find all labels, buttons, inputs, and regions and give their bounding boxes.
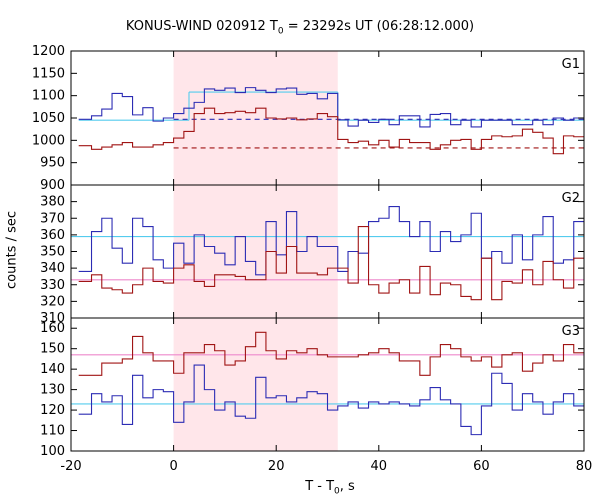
g3-series-blue — [78, 364, 584, 436]
title-suffix: = 23292s UT (06:28:12.000) — [283, 19, 475, 34]
g2-y-tick-label: 330 — [40, 278, 65, 293]
g2-y-tick-label: 320 — [40, 294, 65, 309]
g3-y-tick-label: 120 — [40, 403, 65, 418]
x-axis-label: T - T0, s — [0, 479, 600, 497]
g3-y-tick-label: 110 — [40, 424, 65, 439]
g1-y-tick-label: 1100 — [32, 89, 65, 104]
x-tick-label: 20 — [268, 459, 285, 474]
xlabel-subscript: 0 — [334, 486, 340, 497]
g1-y-tick-label: 950 — [40, 156, 65, 171]
g3-y-tick-label: 150 — [40, 342, 65, 357]
g2-y-tick-label: 340 — [40, 261, 65, 276]
g3-series-red — [78, 331, 584, 376]
g3-y-tick-label: 140 — [40, 362, 65, 377]
g2-y-tick-label: 380 — [40, 195, 65, 210]
g3-y-tick-label: 100 — [40, 444, 65, 459]
g2-y-tick-label: 350 — [40, 245, 65, 260]
g1-y-tick-label: 900 — [40, 178, 65, 193]
y-axis-label: counts / sec — [4, 210, 20, 290]
g1-y-tick-label: 1050 — [32, 111, 65, 126]
g3-panel-frame — [70, 317, 585, 452]
g1-y-tick-label: 1200 — [32, 44, 65, 59]
title-subscript: 0 — [277, 26, 284, 37]
g2-series-red — [78, 226, 584, 301]
g2-y-tick-label: 370 — [40, 211, 65, 226]
g1-series-red — [78, 107, 584, 155]
g2-y-tick-label: 360 — [40, 228, 65, 243]
title-prefix: KONUS-WIND 020912 T — [125, 19, 278, 34]
g2-series-blue — [78, 206, 584, 276]
x-tick-label: 80 — [576, 459, 593, 474]
g1-series-blue — [78, 87, 584, 128]
x-tick-label: -20 — [60, 459, 81, 474]
g2-panel-label: G2 — [562, 191, 580, 206]
xlabel-suffix: , s — [339, 479, 355, 494]
g1-panel-label: G1 — [562, 57, 580, 72]
chart-title: KONUS-WIND 020912 T0 = 23292s UT (06:28:… — [0, 19, 600, 37]
g1-y-tick-label: 1150 — [32, 66, 65, 81]
xlabel-prefix: T - T — [305, 479, 335, 494]
g3-y-tick-label: 160 — [40, 321, 65, 336]
x-tick-label: 0 — [169, 459, 177, 474]
g1-y-tick-label: 1000 — [32, 133, 65, 148]
g3-y-tick-label: 130 — [40, 383, 65, 398]
g2-y-tick-label: 310 — [40, 311, 65, 326]
x-tick-label: 40 — [371, 459, 388, 474]
g3-panel-label: G3 — [562, 324, 580, 339]
x-tick-label: 60 — [473, 459, 490, 474]
